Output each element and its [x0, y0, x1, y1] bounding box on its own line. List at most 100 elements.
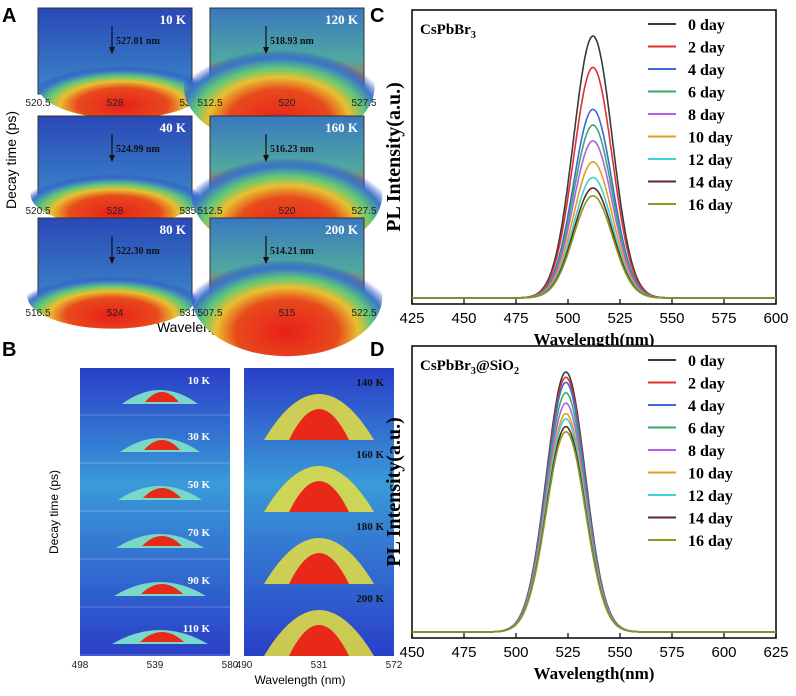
streak-hot [289, 553, 349, 584]
x-tick-label: 475 [503, 310, 528, 327]
x-tick-label: 525 [607, 310, 632, 327]
y-axis-label: PL Intensity(a.u.) [383, 82, 405, 231]
streak-hot [140, 632, 184, 642]
heatmap-tick-label: 535.5 [179, 206, 204, 217]
x-tick-label: 500 [503, 644, 528, 661]
series-line [412, 194, 776, 299]
x-axis-label: Wavelength(nm) [534, 664, 655, 683]
legend-label: 0 day [688, 17, 725, 34]
plot-frame [411, 9, 777, 305]
chart-title-main: CsPbBr [420, 22, 471, 38]
heatmap-tick-label: 520.5 [25, 98, 50, 109]
streak-temp-label: 110 K [183, 623, 211, 635]
heatmap-tick-label: 527.5 [351, 98, 376, 109]
panel-d-letter: D [370, 339, 384, 361]
x-axis-label: Wavelength(nm) [534, 330, 655, 349]
streak-tick-label: 531 [311, 660, 328, 671]
legend-label: 6 day [688, 85, 725, 102]
heatmap-tick-label: 520 [279, 206, 296, 217]
streak-temp-label: 140 K [356, 377, 384, 389]
legend-label: 12 day [688, 488, 733, 505]
streak-left-bg [80, 368, 230, 656]
x-tick-label: 550 [607, 644, 632, 661]
streak-hot [289, 409, 349, 440]
panel-a-letter: A [2, 5, 16, 27]
peak-arrow-head [109, 47, 115, 54]
streak-temp-label: 50 K [188, 479, 211, 491]
legend-label: 2 day [688, 376, 725, 393]
streak-tick-label: 539 [147, 660, 164, 671]
streak-temp-label: 160 K [356, 449, 384, 461]
legend-label: 12 day [688, 152, 733, 169]
heatmap-tick-label: 528 [107, 98, 124, 109]
heatmap-peak-label: 518.93 nm [270, 36, 315, 47]
streak-temp-label: 200 K [356, 593, 384, 605]
x-tick-label: 575 [659, 644, 684, 661]
heatmap-temp-label: 200 K [325, 222, 359, 237]
x-tick-label: 525 [555, 644, 580, 661]
legend-label: 14 day [688, 511, 733, 528]
x-tick-label: 450 [451, 310, 476, 327]
heatmap-peak-label: 516.23 nm [270, 144, 315, 155]
heatmap-tick-label: 531.5 [179, 308, 204, 319]
heatmap-temp-label: 10 K [160, 12, 187, 27]
x-tick-label: 625 [763, 644, 788, 661]
streak-hot [142, 536, 182, 546]
heatmap-tick-label: 524 [107, 308, 124, 319]
y-axis-label: PL Intensity(a.u.) [383, 417, 405, 566]
panel-b-letter: B [2, 339, 16, 361]
legend-label: 8 day [688, 443, 725, 460]
heatmap-temp-label: 120 K [325, 12, 359, 27]
x-tick-label: 600 [763, 310, 788, 327]
streak-tick-label: 490 [236, 660, 253, 671]
x-tick-label: 475 [451, 644, 476, 661]
legend-label: 4 day [688, 398, 725, 415]
heatmap-tick-label: 507.5 [197, 308, 222, 319]
heatmap-tick-label: 512.5 [197, 98, 222, 109]
x-tick-label: 450 [399, 644, 424, 661]
panel-a: A Decay time (ps) Wavelength (nm) 10 K52… [2, 5, 383, 357]
heatmap-peak-label: 524.99 nm [116, 144, 161, 155]
peak-arrow-head [263, 47, 269, 54]
streak-tick-label: 580 [222, 660, 239, 671]
heatmap-tick-label: 516.5 [25, 308, 50, 319]
legend-label: 6 day [688, 421, 725, 438]
plot-frame [411, 345, 777, 639]
heatmap-tick-label: 527.5 [351, 206, 376, 217]
legend-label: 16 day [688, 197, 733, 214]
heatmap-hot-region [30, 161, 200, 227]
peak-arrow-head [263, 257, 269, 264]
heatmap-peak-label: 527.01 nm [116, 36, 161, 47]
streak-hot [289, 481, 349, 512]
streak-hot [289, 625, 349, 656]
chart-title-subscript: 3 [471, 30, 476, 41]
streak-hot [145, 392, 179, 402]
chart-title-main: CsPbBr [420, 358, 471, 374]
legend-label: 8 day [688, 107, 725, 124]
heatmap-peak-label: 522.30 nm [116, 246, 161, 257]
legend-label: 0 day [688, 353, 725, 370]
streak-hot [141, 584, 183, 594]
heatmap-tick-label: 520.5 [25, 206, 50, 217]
legend-label: 10 day [688, 130, 733, 147]
streak-tick-label: 572 [386, 660, 403, 671]
x-tick-label: 425 [399, 310, 424, 327]
chart-title-subscript: 3 [471, 366, 476, 377]
heatmap-hot-region [191, 235, 383, 357]
chart-d: 450 475 500 525 550 575 600 625 Wavelength(nm) PL… [383, 345, 789, 683]
x-tick-label: 550 [659, 310, 684, 327]
heatmap-temp-label: 160 K [325, 120, 359, 135]
panel-a-ylabel: Decay time (ps) [3, 111, 19, 209]
peak-arrow-head [263, 155, 269, 162]
heatmap-tick-label: 520 [279, 98, 296, 109]
legend-label: 14 day [688, 175, 733, 192]
chart-title-suffix: @SiO [476, 358, 514, 374]
heatmap-tick-label: 522.5 [351, 308, 376, 319]
streak-hot [144, 440, 180, 450]
series-line [412, 430, 776, 633]
legend-label: 16 day [688, 533, 733, 550]
streak-temp-label: 10 K [188, 375, 211, 387]
chart-title-subscript-2: 2 [514, 366, 519, 377]
panel-b-xlabel: Wavelength (nm) [255, 673, 346, 687]
heatmap-hot-region [38, 53, 208, 119]
